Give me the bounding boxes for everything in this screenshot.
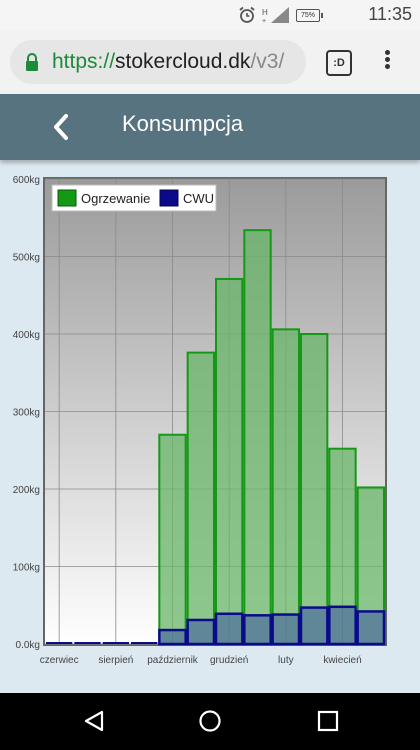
y-tick-label: 400kg: [13, 330, 40, 341]
bar-hot-water: [158, 628, 187, 646]
bar-hot-water: [214, 612, 244, 646]
legend-swatch-heating: [57, 189, 77, 207]
bar-hot-water: [271, 613, 301, 646]
y-tick-label: 300kg: [13, 408, 40, 419]
address-bar[interactable]: https://stokercloud.dk/v3/: [10, 40, 306, 84]
bar-heating: [158, 433, 187, 632]
page-title: Konsumpcja: [122, 111, 244, 136]
y-tick-label: 100kg: [13, 563, 40, 574]
legend-label-hot-water: CWU: [183, 191, 214, 206]
x-tick-label: czerwiec: [40, 655, 79, 666]
battery-indicator: 75%: [296, 8, 323, 22]
bar-heating: [356, 486, 385, 613]
back-triangle-icon[interactable]: [82, 709, 106, 733]
status-bar: H + 75% 11:35: [0, 0, 420, 30]
home-circle-icon[interactable]: [198, 709, 222, 733]
bar-hot-water: [356, 610, 386, 646]
bar-heating: [271, 328, 300, 616]
signal-icon: H +: [262, 7, 289, 24]
legend: Ogrzewanie CWU: [51, 184, 217, 212]
bar-hot-water: [328, 605, 357, 646]
bar-heating: [328, 447, 357, 608]
y-tick-label: 600kg: [13, 175, 40, 186]
browser-toolbar: https://stokercloud.dk/v3/ :D: [0, 30, 420, 94]
alarm-icon: [239, 6, 255, 23]
url-path: /v3/: [250, 50, 285, 73]
bar-heating: [215, 277, 244, 615]
url-text: https://stokercloud.dk/v3/: [52, 50, 284, 74]
y-tick-label: 500kg: [13, 253, 40, 264]
status-icons: H + 75%: [238, 5, 323, 25]
app-header: Konsumpcja: [0, 94, 420, 160]
x-tick-label: październik: [147, 655, 199, 666]
url-scheme: https://: [52, 50, 116, 73]
bar-hot-water: [186, 618, 216, 646]
legend-label-heating: Ogrzewanie: [81, 191, 150, 206]
legend-swatch-hot-water: [159, 189, 179, 207]
bar-hot-water: [299, 606, 329, 646]
overflow-menu-icon[interactable]: [380, 48, 394, 76]
tab-switcher-button[interactable]: :D: [326, 50, 352, 76]
recent-apps-square-icon[interactable]: [316, 709, 340, 733]
svg-text:H: H: [262, 8, 268, 17]
url-host: stokercloud.dk: [115, 50, 251, 73]
svg-text:+: +: [262, 18, 266, 24]
bar-hot-water: [243, 614, 272, 646]
x-tick-label: grudzień: [210, 655, 248, 666]
lock-icon: [26, 53, 38, 71]
x-tick-label: luty: [278, 655, 294, 666]
android-nav-bar: [0, 693, 420, 750]
clock: 11:35: [368, 4, 412, 24]
bar-heating: [243, 229, 272, 617]
back-chevron-icon[interactable]: [48, 112, 74, 142]
x-tick-label: sierpień: [98, 655, 133, 666]
y-tick-label: 200kg: [13, 485, 40, 496]
consumption-chart: 0.0kg 100kg 200kg 300kg 400kg 500kg 600kg czerw…: [13, 175, 387, 666]
bar-heating: [186, 351, 216, 621]
chart-area: 0.0kg 100kg 200kg 300kg 400kg 500kg 600kg czerw…: [0, 160, 420, 693]
bar-heating: [300, 333, 329, 609]
x-tick-label: kwiecień: [323, 655, 361, 666]
y-tick-label: 0.0kg: [16, 640, 40, 651]
